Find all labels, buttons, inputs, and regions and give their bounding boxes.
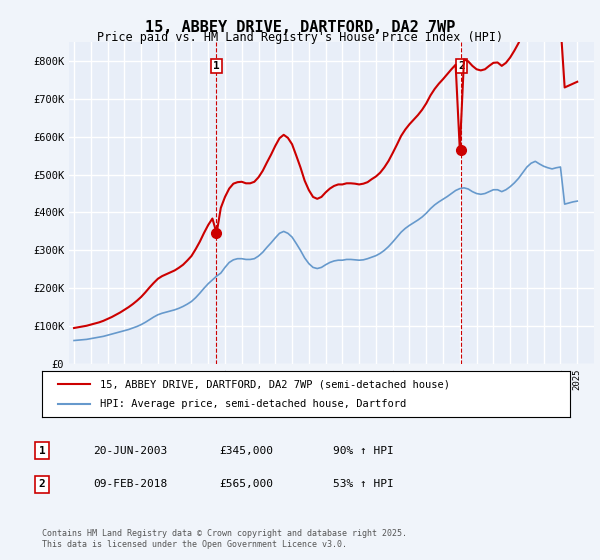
Text: 53% ↑ HPI: 53% ↑ HPI: [333, 479, 394, 489]
Text: 20-JUN-2003: 20-JUN-2003: [93, 446, 167, 456]
Text: HPI: Average price, semi-detached house, Dartford: HPI: Average price, semi-detached house,…: [100, 399, 406, 409]
Text: 90% ↑ HPI: 90% ↑ HPI: [333, 446, 394, 456]
Text: Contains HM Land Registry data © Crown copyright and database right 2025.
This d: Contains HM Land Registry data © Crown c…: [42, 529, 407, 549]
Text: 15, ABBEY DRIVE, DARTFORD, DA2 7WP: 15, ABBEY DRIVE, DARTFORD, DA2 7WP: [145, 20, 455, 35]
Text: Price paid vs. HM Land Registry's House Price Index (HPI): Price paid vs. HM Land Registry's House …: [97, 31, 503, 44]
Text: £565,000: £565,000: [219, 479, 273, 489]
Text: £345,000: £345,000: [219, 446, 273, 456]
Text: 2: 2: [38, 479, 46, 489]
Text: 15, ABBEY DRIVE, DARTFORD, DA2 7WP (semi-detached house): 15, ABBEY DRIVE, DARTFORD, DA2 7WP (semi…: [100, 379, 450, 389]
Text: 1: 1: [213, 61, 220, 71]
Text: 09-FEB-2018: 09-FEB-2018: [93, 479, 167, 489]
Text: 1: 1: [38, 446, 46, 456]
Text: 2: 2: [458, 61, 465, 71]
